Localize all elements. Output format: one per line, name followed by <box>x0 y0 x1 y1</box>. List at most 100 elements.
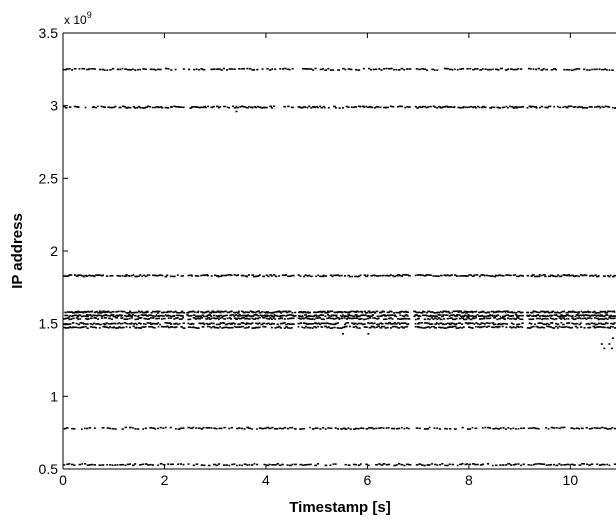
data-point <box>303 318 305 320</box>
data-point <box>487 69 490 71</box>
data-point <box>606 464 608 466</box>
data-point <box>482 427 484 429</box>
data-point <box>523 464 525 466</box>
data-point <box>348 464 351 466</box>
data-point <box>535 428 538 430</box>
data-point <box>93 323 95 325</box>
data-point <box>550 326 552 328</box>
data-point <box>520 465 522 467</box>
data-point <box>305 464 308 466</box>
data-point <box>76 317 79 319</box>
data-point <box>421 464 423 466</box>
data-point <box>160 69 162 71</box>
data-point <box>261 311 263 313</box>
data-point <box>488 312 490 314</box>
data-point <box>491 107 493 109</box>
data-point <box>322 319 325 321</box>
data-point <box>124 68 127 70</box>
data-point <box>553 106 555 108</box>
data-point <box>368 427 370 429</box>
data-point <box>363 428 365 430</box>
data-point <box>164 312 166 314</box>
data-point <box>142 68 145 70</box>
data-point <box>606 314 608 316</box>
data-point <box>394 326 396 328</box>
data-point <box>497 69 499 71</box>
data-point <box>293 323 295 325</box>
data-point <box>269 106 272 108</box>
data-point <box>248 274 250 276</box>
data-point <box>374 327 376 329</box>
data-point <box>77 106 79 108</box>
data-point <box>393 428 395 430</box>
data-point <box>227 106 229 108</box>
data-point <box>533 464 535 466</box>
data-point <box>391 311 393 313</box>
data-point <box>155 69 157 71</box>
data-point <box>129 463 131 465</box>
data-point <box>97 323 99 325</box>
data-point <box>365 314 367 316</box>
data-point <box>234 323 236 325</box>
data-point <box>256 464 258 466</box>
data-point <box>248 326 250 328</box>
data-point <box>482 68 484 70</box>
data-point <box>193 465 195 467</box>
data-point <box>514 274 516 276</box>
data-point <box>355 464 357 466</box>
data-point <box>395 69 397 71</box>
data-point <box>122 428 124 430</box>
data-point <box>528 68 530 70</box>
data-point <box>335 107 337 109</box>
data-point <box>221 69 223 71</box>
data-point <box>591 106 593 108</box>
data-point <box>373 323 375 325</box>
data-point <box>137 428 139 430</box>
data-point <box>181 311 183 313</box>
data-point <box>135 319 137 321</box>
data-point <box>461 323 463 325</box>
y-tick-label: 1 <box>50 388 58 404</box>
data-point <box>391 428 393 430</box>
data-point <box>298 274 300 276</box>
data-point <box>596 324 598 326</box>
data-point <box>132 427 134 429</box>
data-point <box>518 428 520 430</box>
data-point <box>369 317 372 319</box>
data-point <box>142 464 144 466</box>
data-point <box>408 106 411 108</box>
data-point <box>173 276 175 278</box>
data-point <box>456 275 459 277</box>
data-point <box>507 68 509 70</box>
data-point <box>85 316 88 318</box>
data-point <box>198 316 200 318</box>
data-point <box>415 275 417 277</box>
data-point <box>117 323 119 325</box>
data-point <box>200 68 203 70</box>
data-point <box>228 428 230 430</box>
data-point <box>394 276 396 278</box>
data-point <box>152 107 154 109</box>
data-point <box>355 314 358 316</box>
data-point <box>319 428 321 430</box>
data-point <box>277 315 279 317</box>
data-point <box>104 69 106 71</box>
data-point <box>231 427 233 429</box>
x-tick-label: 4 <box>262 472 270 488</box>
data-point <box>583 69 585 71</box>
data-point <box>287 69 290 71</box>
data-point <box>177 324 179 326</box>
data-point <box>575 316 577 318</box>
data-point <box>444 465 446 467</box>
data-point <box>396 464 398 466</box>
data-point <box>198 69 200 71</box>
data-point <box>558 107 561 109</box>
data-point <box>462 427 464 429</box>
data-point <box>541 275 543 277</box>
data-point <box>310 327 312 329</box>
data-point <box>158 326 160 328</box>
data-point <box>276 428 278 430</box>
data-point <box>418 316 420 318</box>
data-point <box>117 275 119 277</box>
data-point <box>521 319 523 321</box>
